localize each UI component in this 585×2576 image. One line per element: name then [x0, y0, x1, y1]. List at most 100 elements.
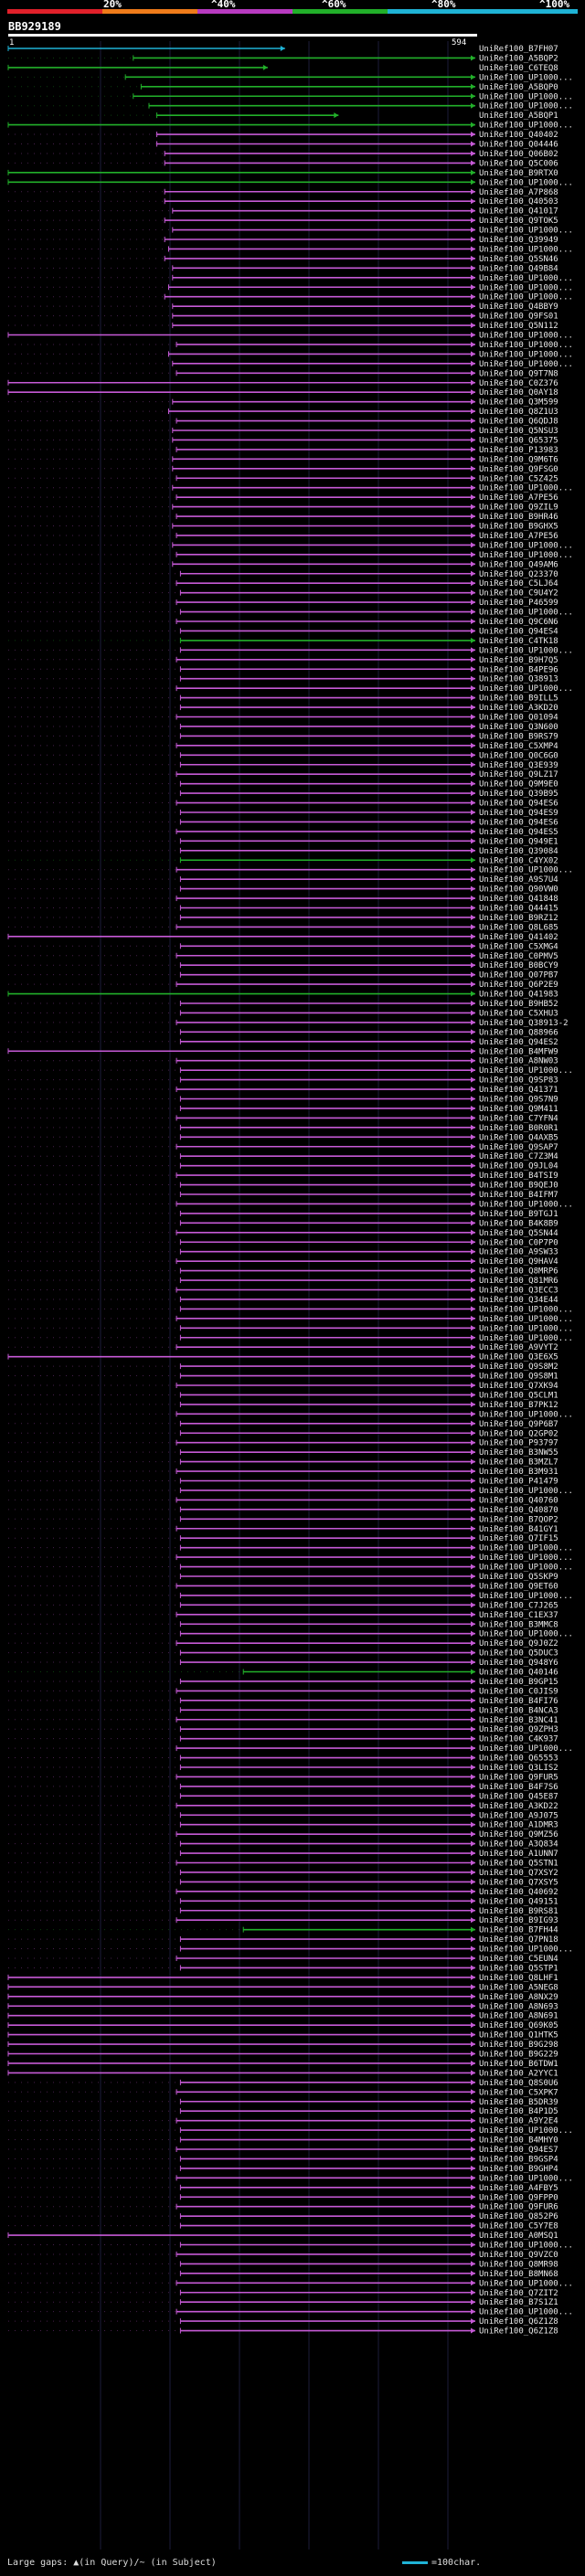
- hit-label[interactable]: UniRef100_C0PMV5: [479, 952, 558, 961]
- hit-label[interactable]: UniRef100_Q0C6G0: [479, 751, 558, 760]
- hit-label[interactable]: UniRef100_Q8L685: [479, 923, 558, 932]
- hit-row[interactable]: UniRef100_C9U4Y2: [8, 589, 558, 599]
- hit-label[interactable]: UniRef100_B3M931: [479, 1468, 558, 1477]
- hit-row[interactable]: UniRef100_UP1000...: [7, 332, 573, 341]
- hit-label[interactable]: UniRef100_A5BQP2: [479, 54, 558, 63]
- hit-label[interactable]: UniRef100_UP1000...: [479, 866, 573, 875]
- hit-row[interactable]: UniRef100_UP1000...: [8, 1410, 573, 1419]
- hit-label[interactable]: UniRef100_UP1000...: [479, 1315, 573, 1324]
- hit-row[interactable]: UniRef100_C5XMG4: [8, 942, 558, 951]
- hit-row[interactable]: UniRef100_Q4BBY9: [8, 302, 558, 312]
- hit-row[interactable]: UniRef100_A7PE56: [8, 493, 558, 503]
- hit-label[interactable]: UniRef100_Q94ES6: [479, 818, 558, 827]
- hit-label[interactable]: UniRef100_C6TEQ8: [479, 64, 558, 73]
- hit-row[interactable]: UniRef100_B4F7S6: [8, 1783, 558, 1792]
- hit-label[interactable]: UniRef100_A4FBY5: [479, 2184, 558, 2193]
- hit-row[interactable]: UniRef100_Q5DUC3: [8, 1649, 558, 1659]
- hit-row[interactable]: UniRef100_UP1000...: [8, 1744, 573, 1754]
- hit-row[interactable]: UniRef100_A3KD22: [8, 1802, 558, 1811]
- hit-label[interactable]: UniRef100_Q23370: [479, 570, 558, 579]
- hit-row[interactable]: UniRef100_UP1000...: [8, 866, 573, 875]
- hit-row[interactable]: UniRef100_B3NC41: [8, 1716, 558, 1725]
- hit-label[interactable]: UniRef100_B7FH44: [479, 1926, 558, 1935]
- hit-label[interactable]: UniRef100_UP1000...: [479, 245, 573, 254]
- hit-row[interactable]: UniRef100_Q94ES4: [8, 627, 558, 636]
- hit-row[interactable]: UniRef100_C0PMV5: [8, 952, 558, 961]
- hit-label[interactable]: UniRef100_UP1000...: [479, 1200, 573, 1209]
- hit-label[interactable]: UniRef100_Q5SKP9: [479, 1573, 558, 1582]
- hit-row[interactable]: UniRef100_A8N693: [7, 2002, 558, 2011]
- hit-label[interactable]: UniRef100_C5EUN4: [479, 1955, 558, 1964]
- hit-row[interactable]: UniRef100_UP1000...: [8, 1592, 573, 1601]
- hit-row[interactable]: UniRef100_Q9VZC0: [8, 2251, 558, 2260]
- hit-label[interactable]: UniRef100_B9G298: [479, 2041, 558, 2050]
- hit-row[interactable]: UniRef100_Q8S0U6: [8, 2079, 558, 2088]
- hit-row[interactable]: UniRef100_Q94ES9: [8, 809, 558, 818]
- hit-row[interactable]: UniRef100_C4TK18: [8, 637, 558, 646]
- hit-row[interactable]: UniRef100_Q7ZIT2: [8, 2289, 558, 2298]
- hit-label[interactable]: UniRef100_Q8MRP6: [479, 1267, 558, 1277]
- hit-label[interactable]: UniRef100_A7PE56: [479, 532, 558, 541]
- hit-row[interactable]: UniRef100_UP1000...: [8, 2126, 573, 2136]
- hit-label[interactable]: UniRef100_Q5NSU3: [479, 427, 558, 436]
- hit-label[interactable]: UniRef100_Q38913: [479, 675, 558, 684]
- hit-row[interactable]: UniRef100_UP1000...: [8, 1487, 573, 1496]
- hit-row[interactable]: UniRef100_Q7XSY2: [8, 1869, 558, 1878]
- hit-row[interactable]: UniRef100_Q69K05: [7, 2021, 558, 2030]
- hit-row[interactable]: UniRef100_UP1000...: [8, 92, 573, 101]
- hit-label[interactable]: UniRef100_Q4BBY9: [479, 302, 558, 312]
- hit-row[interactable]: UniRef100_B9GP15: [8, 1678, 558, 1687]
- hit-row[interactable]: UniRef100_Q94ES7: [8, 2146, 558, 2155]
- hit-label[interactable]: UniRef100_B4P1D5: [479, 2107, 558, 2116]
- hit-label[interactable]: UniRef100_Q8MR98: [479, 2260, 558, 2269]
- hit-label[interactable]: UniRef100_Q3E939: [479, 761, 558, 770]
- hit-label[interactable]: UniRef100_Q9VZC0: [479, 2251, 558, 2260]
- hit-label[interactable]: UniRef100_B9QEJ0: [479, 1182, 558, 1191]
- hit-row[interactable]: UniRef100_UP1000...: [8, 293, 573, 302]
- hit-row[interactable]: UniRef100_B9GHP4: [8, 2165, 558, 2174]
- hit-row[interactable]: UniRef100_A5BQP2: [8, 54, 558, 63]
- hit-label[interactable]: UniRef100_Q04446: [479, 141, 558, 150]
- hit-label[interactable]: UniRef100_Q94ES2: [479, 1038, 558, 1047]
- hit-row[interactable]: UniRef100_P93797: [8, 1439, 558, 1448]
- hit-row[interactable]: UniRef100_Q949E1: [8, 837, 558, 846]
- hit-row[interactable]: UniRef100_A7PE56: [8, 532, 558, 541]
- hit-row[interactable]: UniRef100_Q6Z1Z8: [8, 2327, 558, 2337]
- hit-label[interactable]: UniRef100_Q9J0Z2: [479, 1639, 558, 1648]
- hit-label[interactable]: UniRef100_A7P868: [479, 188, 558, 197]
- hit-row[interactable]: UniRef100_Q9P6B7: [8, 1420, 558, 1429]
- hit-label[interactable]: UniRef100_A3Q834: [479, 1840, 558, 1850]
- hit-label[interactable]: UniRef100_Q7ZIT2: [479, 2289, 558, 2298]
- hit-row[interactable]: UniRef100_Q40146: [8, 1669, 558, 1678]
- hit-row[interactable]: UniRef100_B4FI76: [8, 1697, 558, 1706]
- hit-label[interactable]: UniRef100_Q8Z1U3: [479, 408, 558, 417]
- hit-label[interactable]: UniRef100_B8MN68: [479, 2270, 558, 2279]
- hit-label[interactable]: UniRef100_Q45E87: [479, 1792, 558, 1801]
- hit-label[interactable]: UniRef100_Q40760: [479, 1496, 558, 1505]
- hit-label[interactable]: UniRef100_Q40692: [479, 1888, 558, 1897]
- hit-row[interactable]: UniRef100_Q9HAV4: [8, 1257, 558, 1267]
- hit-label[interactable]: UniRef100_Q81MR6: [479, 1277, 558, 1286]
- hit-row[interactable]: UniRef100_Q45E87: [8, 1792, 558, 1801]
- hit-row[interactable]: UniRef100_Q65375: [8, 436, 558, 445]
- hit-row[interactable]: UniRef100_UP1000...: [8, 1066, 573, 1076]
- hit-label[interactable]: UniRef100_A1UNN7: [479, 1850, 558, 1859]
- hit-label[interactable]: UniRef100_B5DR39: [479, 2098, 558, 2107]
- hit-label[interactable]: UniRef100_B3NC41: [479, 1716, 558, 1725]
- hit-label[interactable]: UniRef100_Q9S8M2: [479, 1362, 558, 1372]
- hit-row[interactable]: UniRef100_B7QOP2: [8, 1515, 558, 1524]
- hit-label[interactable]: UniRef100_Q5C006: [479, 159, 558, 168]
- hit-label[interactable]: UniRef100_Q6QDJ8: [479, 418, 558, 427]
- hit-label[interactable]: UniRef100_Q9HAV4: [479, 1257, 558, 1267]
- hit-row[interactable]: UniRef100_Q1HTK5: [7, 2031, 558, 2041]
- hit-row[interactable]: UniRef100_C4YX02: [8, 856, 558, 865]
- hit-row[interactable]: UniRef100_Q9MZ56: [8, 1830, 558, 1839]
- hit-row[interactable]: UniRef100_A9SW33: [8, 1248, 558, 1257]
- hit-row[interactable]: UniRef100_C5Y7E8: [8, 2222, 558, 2231]
- hit-label[interactable]: UniRef100_Q9S7N9: [479, 1096, 558, 1105]
- hit-label[interactable]: UniRef100_Q9P6B7: [479, 1420, 558, 1429]
- hit-row[interactable]: UniRef100_Q41848: [8, 895, 558, 904]
- hit-label[interactable]: UniRef100_Q38913-2: [479, 1019, 569, 1028]
- hit-label[interactable]: UniRef100_Q9SAP7: [479, 1143, 558, 1152]
- hit-label[interactable]: UniRef100_B9ILL5: [479, 694, 558, 704]
